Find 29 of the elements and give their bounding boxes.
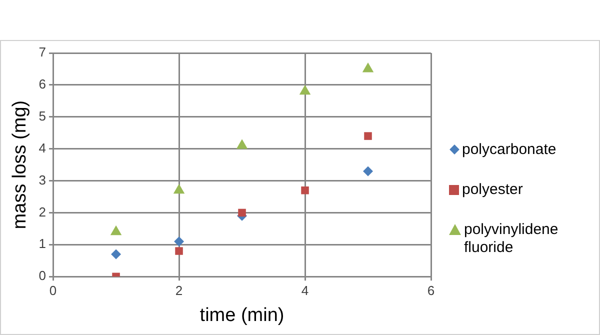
- legend-label: polycarbonate: [462, 141, 556, 159]
- y-tick-label: 1: [38, 236, 46, 252]
- y-axis-title: mass loss (mg): [10, 100, 31, 230]
- y-tick-label: 6: [38, 76, 46, 92]
- y-tick-label: 0: [38, 268, 46, 284]
- legend-label: polyvinylidene fluoride: [464, 221, 560, 257]
- x-tick-label: 0: [49, 282, 57, 298]
- x-tick-label: 4: [301, 282, 309, 298]
- y-tick-label: 4: [38, 140, 46, 156]
- point: [299, 84, 311, 95]
- point: [238, 208, 246, 217]
- point: [364, 132, 372, 140]
- point: [236, 139, 248, 149]
- point: [174, 236, 184, 246]
- x-axis-title: time (min): [200, 304, 284, 326]
- point: [362, 62, 374, 72]
- point: [173, 184, 185, 194]
- y-tick-label: 2: [38, 204, 46, 220]
- x-tick-label: 6: [427, 282, 435, 298]
- point: [301, 186, 309, 194]
- y-tick-label: 3: [38, 172, 46, 188]
- x-tick-label: 2: [175, 282, 183, 298]
- legend-label: polyester: [462, 181, 523, 199]
- point: [363, 166, 374, 176]
- point: [175, 247, 183, 255]
- y-tick-label: 5: [38, 108, 46, 124]
- point: [111, 249, 122, 260]
- point: [110, 225, 122, 236]
- y-tick-label: 7: [38, 44, 46, 60]
